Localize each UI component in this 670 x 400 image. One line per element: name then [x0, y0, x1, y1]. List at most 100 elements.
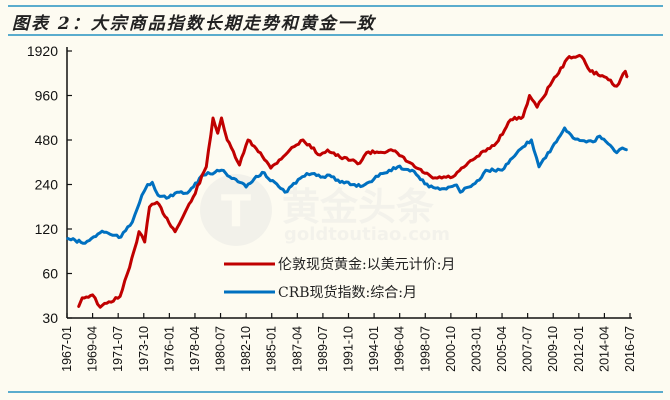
crb-data-point [485, 169, 487, 171]
crb-data-point [626, 149, 628, 151]
crb-index-line [66, 126, 628, 245]
crb-data-point [220, 169, 223, 171]
gold-data-point [392, 149, 394, 152]
title-bottom-rule [8, 34, 663, 36]
gold-data-point [174, 230, 176, 233]
crb-data-point [84, 242, 86, 245]
gold-data-point [81, 297, 83, 299]
crb-data-point [151, 181, 154, 184]
gold-data-point [226, 139, 228, 141]
gold-data-point [91, 294, 94, 296]
gold-data-point [432, 177, 434, 179]
y-tick-label: 60 [42, 266, 58, 282]
crb-data-point [261, 171, 264, 174]
gold-data-point [148, 206, 151, 208]
crb-data-point [396, 166, 399, 168]
gold-data-point [415, 167, 418, 169]
legend-label-gold: 伦敦现货黄金:以美元计价:月 [278, 256, 455, 273]
gold-data-point [259, 151, 262, 154]
crb-data-point [411, 169, 413, 171]
crb-data-point [522, 146, 524, 148]
crb-data-point [455, 184, 458, 186]
x-tick-label: 1985-01 [265, 326, 279, 372]
legend: 伦敦现货黄金:以美元计价:月 CRB现货指数:综合:月 [224, 256, 455, 301]
gold-data-point [220, 117, 223, 119]
x-tick-label: 2012-01 [572, 326, 586, 372]
gold-data-point [247, 139, 249, 141]
watermark-subtext: goldtoutiao.com [284, 224, 450, 245]
x-tick-label: 1987-04 [290, 326, 304, 372]
gold-data-point [326, 149, 329, 151]
crb-data-point [120, 236, 122, 238]
footer-rule [8, 391, 663, 393]
x-tick-label: 2003-01 [469, 326, 483, 372]
gold-data-point [302, 139, 304, 141]
x-tick-label: 1980-07 [214, 326, 228, 372]
crb-data-point [146, 183, 149, 186]
gold-data-point [624, 70, 627, 73]
crb-data-point [186, 192, 189, 194]
gold-data-point [365, 151, 368, 154]
y-tick-label: 480 [35, 132, 59, 148]
crb-data-point [305, 172, 308, 175]
gold-data-point [589, 70, 591, 73]
x-tick-label: 2007-07 [521, 326, 535, 372]
gold-data-point [138, 230, 140, 233]
crb-data-point [328, 174, 331, 176]
x-tick-label: 2016-07 [623, 326, 637, 372]
gold-data-point [319, 154, 321, 156]
gold-data-point [216, 132, 219, 134]
crb-data-point [615, 151, 618, 154]
x-tick-label: 1969-04 [86, 326, 100, 372]
gold-data-point [128, 266, 131, 269]
crb-data-point [284, 191, 286, 193]
gold-data-point [143, 241, 146, 243]
y-tick-label: 30 [42, 310, 58, 326]
crb-data-point [459, 191, 462, 193]
crb-data-point [214, 171, 216, 174]
gold-data-point [522, 116, 524, 118]
x-tick-label: 1982-10 [239, 326, 253, 372]
crb-data-point [501, 169, 503, 171]
crb-data-point [111, 234, 114, 236]
x-tick-label: 2000-10 [444, 326, 458, 372]
crb-data-point [592, 141, 594, 143]
gold-data-point [615, 85, 618, 87]
crb-data-point [572, 137, 574, 139]
gold-data-point [605, 76, 608, 79]
x-tick-label: 1971-07 [111, 326, 125, 372]
crb-data-point [478, 179, 481, 181]
x-tick-label: 1994-01 [367, 326, 381, 372]
crb-data-point [141, 194, 143, 197]
svg-text:T: T [221, 186, 251, 237]
y-tick-label: 120 [35, 221, 59, 237]
gold-data-point [212, 117, 214, 119]
gold-data-point [495, 142, 498, 144]
x-tick-label: 1967-01 [60, 326, 74, 372]
crb-data-point [530, 139, 533, 141]
y-tick-label: 960 [35, 88, 59, 104]
gold-data-point [156, 201, 158, 204]
crb-data-point [443, 187, 446, 190]
gold-data-point [238, 164, 241, 166]
crb-data-point [621, 147, 624, 149]
crb-data-point [361, 185, 364, 187]
x-tick-label: 1973-10 [137, 326, 151, 372]
crb-data-point [598, 135, 601, 137]
gold-data-point [536, 106, 538, 109]
x-tick-label: 1976-01 [162, 326, 176, 372]
crb-data-point [322, 176, 324, 178]
gold-data-point [99, 306, 101, 308]
gold-data-point [288, 149, 291, 151]
y-tick-label: 1920 [27, 43, 58, 59]
gold-data-point [192, 196, 194, 198]
series-lines [66, 53, 629, 309]
crb-data-point [174, 192, 176, 194]
x-tick-label: 2005-04 [495, 326, 509, 372]
x-tick-label: 1998-07 [418, 326, 432, 372]
y-tick-label: 240 [35, 177, 59, 193]
gold-data-point [119, 295, 121, 298]
gold-data-point [551, 80, 554, 83]
gold-data-point [528, 94, 531, 97]
